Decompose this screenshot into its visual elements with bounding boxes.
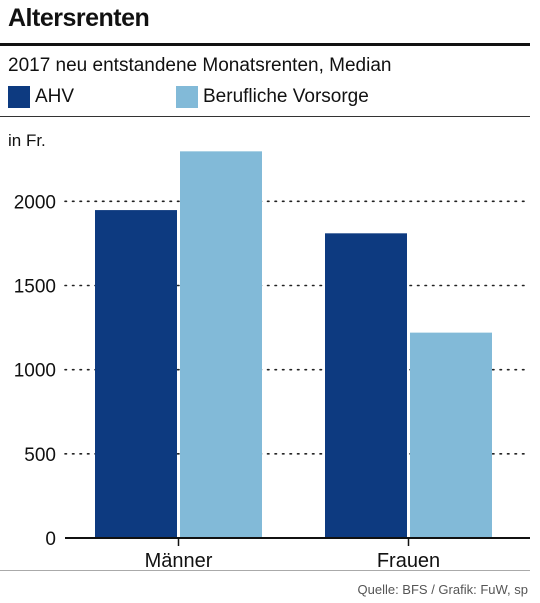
legend-item-ahv: AHV [8,86,74,108]
chart-subtitle: 2017 neu entstandene Monatsrenten, Media… [8,55,392,76]
y-tick-label-1000: 1000 [14,361,56,382]
y-tick-label-1500: 1500 [14,277,56,298]
legend-swatch-ahv [8,86,30,108]
legend-swatch-bv [176,86,198,108]
source-note: Quelle: BFS / Grafik: FuW, sp [357,582,529,597]
legend: AHV Berufliche Vorsorge [8,86,530,112]
legend-label-ahv: AHV [35,86,75,107]
chart-title: Altersrenten [8,4,150,32]
bar-männer-ahv [95,210,177,538]
y-tick-label-500: 500 [24,445,56,466]
footer-rule [0,570,530,571]
bar-frauen-ahv [325,233,407,539]
legend-rule [0,116,530,117]
legend-label-bv: Berufliche Vorsorge [203,86,369,107]
x-tick-label-1: Frauen [377,550,440,572]
y-tick-label-0: 0 [45,529,56,550]
bar-männer-bv [180,151,262,539]
y-unit-label: in Fr. [8,131,46,150]
title-rule [0,43,530,46]
y-tick-label-2000: 2000 [14,192,56,213]
legend-item-bv: Berufliche Vorsorge [176,86,369,108]
x-tick-label-0: Männer [145,550,213,572]
bar-frauen-bv [410,332,492,538]
